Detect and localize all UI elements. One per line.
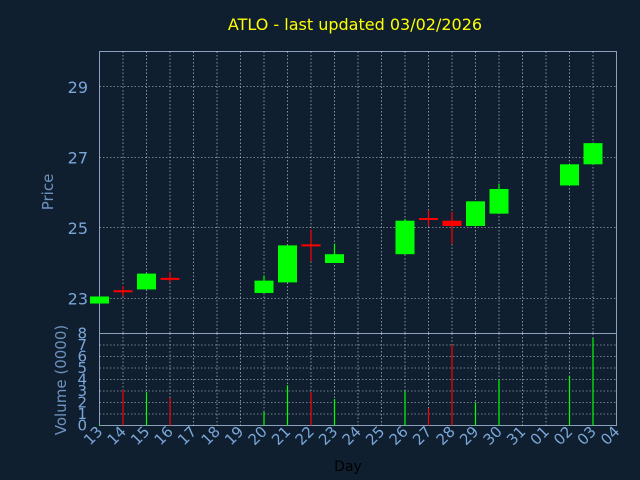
x-tick-label: 24: [339, 423, 365, 449]
x-tick-label: 15: [127, 423, 153, 449]
price-tick-label: 27: [68, 148, 88, 167]
candle-body: [278, 245, 297, 283]
x-tick-label: 17: [174, 423, 200, 449]
x-tick-label: 04: [597, 423, 623, 449]
candle: [254, 275, 274, 293]
x-tick-label: 21: [268, 423, 294, 449]
volume-bars: [98, 338, 594, 426]
candles: [90, 143, 603, 304]
candle-body: [466, 201, 485, 226]
x-tick-label: 16: [151, 423, 177, 449]
candle: [278, 245, 297, 283]
candle: [113, 285, 133, 297]
x-tick-label: 28: [433, 423, 459, 449]
candle: [489, 183, 509, 214]
volume-tick-label: 8: [77, 325, 87, 343]
price-tick-label: 29: [68, 78, 88, 97]
x-axis-label: Day: [334, 459, 362, 475]
x-tick-label: 14: [104, 423, 130, 449]
price-panel: 23 25 27 29 Price: [39, 51, 617, 334]
candle-body: [90, 296, 109, 304]
x-tick-label: 30: [480, 423, 506, 449]
candle: [395, 218, 415, 255]
x-tick-label: 29: [456, 423, 482, 449]
x-tick-labels: 1314151617181920212223242526272829303101…: [80, 423, 623, 449]
volume-axis-label: Volume (0000): [52, 325, 70, 435]
volume-tick-label: 1: [77, 405, 87, 423]
candle: [137, 273, 156, 290]
candle: [466, 201, 485, 226]
candle: [160, 271, 180, 283]
x-tick-label: 26: [386, 423, 412, 449]
candle: [560, 164, 579, 186]
candle-body: [442, 220, 462, 226]
volume-tick-label: 3: [77, 382, 87, 400]
price-grid: [99, 51, 617, 334]
x-tick-label: 25: [362, 423, 388, 449]
candle-body: [583, 143, 603, 165]
volume-tick-label: 5: [77, 359, 87, 377]
candle: [442, 211, 462, 244]
candle-body: [137, 273, 156, 290]
x-tick-label: 03: [574, 423, 600, 449]
candle: [419, 210, 438, 226]
candle: [325, 243, 344, 263]
volume-tick-label: 6: [77, 348, 87, 366]
x-tick-label: 20: [245, 423, 271, 449]
chart-title: ATLO - last updated 03/02/2026: [228, 15, 482, 34]
x-tick-label: 31: [503, 423, 529, 449]
candle: [301, 229, 321, 262]
candle-body: [560, 164, 579, 186]
candle-body: [489, 188, 509, 214]
x-tick-label: 02: [550, 423, 576, 449]
candle-body: [395, 220, 415, 255]
x-tick-label: 19: [221, 423, 247, 449]
candle: [90, 296, 109, 304]
price-tick-label: 23: [68, 289, 88, 308]
x-tick-label: 18: [198, 423, 224, 449]
price-axis-label: Price: [39, 174, 57, 211]
volume-tick-label: 2: [77, 394, 87, 412]
price-y-ticks: 23 25 27 29: [68, 78, 88, 309]
candle-body: [254, 280, 274, 293]
x-tick-label: 23: [315, 423, 341, 449]
candle: [583, 143, 603, 165]
x-tick-label: 22: [292, 423, 318, 449]
x-tick-label: 01: [527, 423, 553, 449]
volume-tick-label: 7: [77, 336, 87, 354]
x-tick-label: 27: [409, 423, 435, 449]
candle-body: [325, 254, 344, 263]
volume-tick-label: 4: [77, 371, 87, 389]
volume-grid: [99, 333, 617, 426]
volume-tick-label: 0: [77, 417, 87, 435]
price-tick-label: 25: [68, 219, 88, 238]
